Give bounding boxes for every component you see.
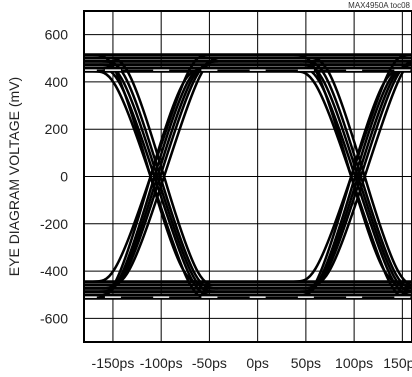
y-tick-label: -600: [40, 310, 68, 326]
y-tick-label: -200: [40, 216, 68, 232]
y-tick-label: -400: [40, 263, 68, 279]
rising-transition-trace: [306, 59, 412, 287]
y-tick-label: 200: [45, 121, 69, 137]
rising-transition-trace: [293, 53, 410, 283]
rising-transition-trace: [99, 63, 216, 293]
rising-transition-trace: [106, 56, 222, 287]
x-tick-label: -100ps: [140, 355, 183, 371]
x-axis-tick-labels: -150ps -100ps -50ps 0ps 50ps 100ps 150ps: [92, 355, 412, 371]
plot-frame: [83, 10, 412, 343]
x-tick-label: 100ps: [335, 355, 373, 371]
eye-traces: [84, 53, 412, 300]
falling-transition-trace: [96, 66, 213, 297]
x-tick-label: 0ps: [246, 355, 269, 371]
x-tick-label: -150ps: [92, 355, 135, 371]
y-axis-tick-labels: 600 400 200 0 -200 -400 -600: [40, 27, 68, 327]
x-tick-label: 150ps: [383, 355, 412, 371]
rising-transition-trace: [96, 66, 213, 297]
x-tick-label: 50ps: [291, 355, 321, 371]
y-tick-label: 600: [45, 27, 69, 43]
y-tick-label: 0: [60, 169, 68, 185]
rising-transition-trace: [92, 53, 209, 283]
x-tick-label: -50ps: [192, 355, 227, 371]
y-tick-label: 400: [45, 74, 69, 90]
y-axis-label: EYE DIAGRAM VOLTAGE (mV): [6, 77, 22, 276]
figure-id-label: MAX4950A toc08: [348, 1, 410, 10]
